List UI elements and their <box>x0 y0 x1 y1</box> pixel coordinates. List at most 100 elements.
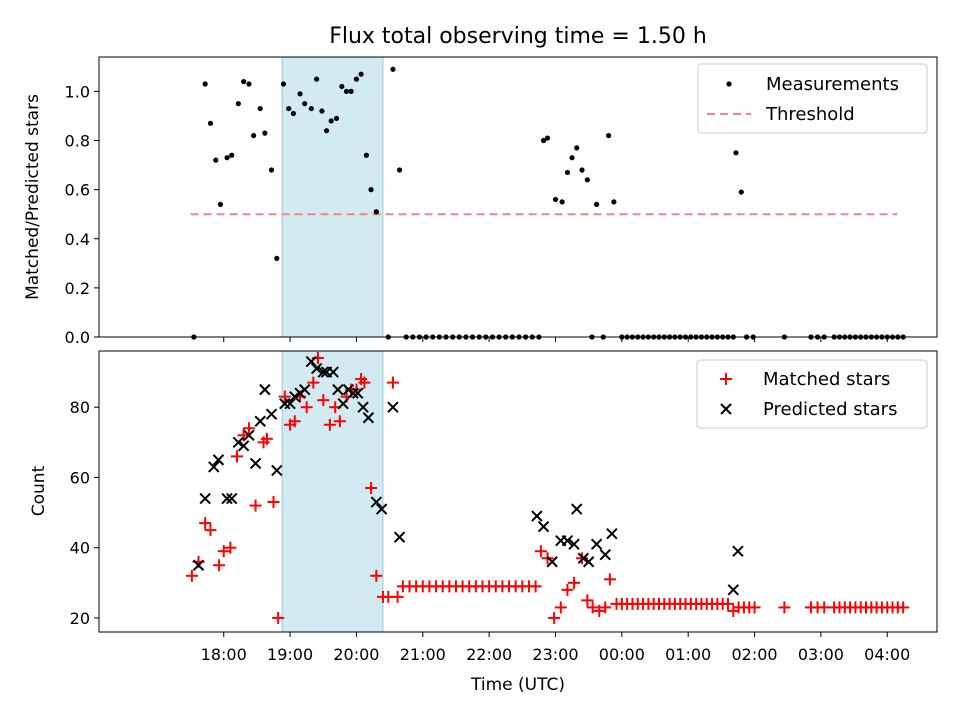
measurement-point <box>594 201 600 207</box>
top-y-axis-label: Matched/Predicted stars <box>23 94 43 300</box>
matched-star-point <box>224 541 237 554</box>
measurement-point <box>217 201 224 207</box>
measurement-point <box>584 177 590 183</box>
matched-star-point <box>581 594 594 607</box>
predicted-star-point <box>259 383 271 396</box>
x-tick-label: 02:00 <box>731 645 777 664</box>
measurement-point <box>733 150 739 156</box>
predicted-star-point <box>590 538 603 550</box>
matched-star-point <box>260 432 273 445</box>
measurement-point <box>302 101 308 107</box>
legend-matched-marker <box>720 373 732 385</box>
measurement-point <box>328 118 334 124</box>
legend-predicted-label: Predicted stars <box>763 399 897 420</box>
matched-star-point <box>288 415 301 428</box>
matched-star-point <box>307 376 320 389</box>
measurement-point <box>373 209 379 215</box>
measurement-point <box>257 105 263 112</box>
matched-star-point <box>300 401 313 414</box>
top-legend-box <box>697 63 928 134</box>
measurement-point <box>540 137 547 144</box>
measurement-point <box>323 128 330 134</box>
predicted-star-point <box>327 366 339 378</box>
top-y-tick-label: 0.6 <box>65 181 90 200</box>
predicted-star-point <box>606 527 618 540</box>
bottom-y-axis-label: Count <box>29 465 49 516</box>
x-tick-label: 04:00 <box>864 645 910 664</box>
legend-predicted-marker <box>720 403 732 415</box>
measurement-point <box>224 155 230 161</box>
predicted-star-point <box>375 503 388 515</box>
predicted-star-point <box>249 457 262 470</box>
predicted-star-point <box>546 556 558 568</box>
matched-star-point <box>568 576 581 589</box>
measurement-point <box>308 105 314 112</box>
matched-star-point <box>217 545 230 558</box>
matched-star-point <box>561 583 574 596</box>
bottom-y-tick-label: 40 <box>70 539 90 558</box>
predicted-star-point <box>393 531 406 543</box>
matched-star-point <box>386 376 399 389</box>
bottom-legend: Matched stars Predicted stars <box>696 359 928 429</box>
predicted-star-point <box>192 559 205 571</box>
matched-star-point <box>599 601 612 614</box>
matched-star-point <box>721 597 734 610</box>
matched-star-point <box>554 601 567 614</box>
top-legend: Measurements Threshold <box>697 63 928 134</box>
x-tick-label: 19:00 <box>267 645 313 664</box>
x-tick-label: 20:00 <box>333 645 379 664</box>
predicted-star-point <box>305 355 318 368</box>
predicted-star-point <box>582 556 595 568</box>
measurement-point <box>348 88 354 94</box>
measurement-point <box>262 130 268 136</box>
predicted-star-point <box>232 436 245 449</box>
bottom-legend-box <box>696 359 928 429</box>
predicted-star-point <box>568 538 580 550</box>
matched-star-point <box>333 415 346 428</box>
measurement-point <box>368 187 374 193</box>
legend-matched-label: Matched stars <box>763 369 890 390</box>
measurement-point <box>738 189 744 195</box>
matched-star-point <box>231 450 244 463</box>
measurement-point <box>559 199 565 205</box>
predicted-star-point <box>254 415 266 427</box>
predicted-star-point <box>212 454 225 466</box>
matched-star-point <box>185 569 198 582</box>
predicted-star-point <box>265 408 278 420</box>
measurement-point <box>605 132 612 139</box>
top-y-tick-label: 0.8 <box>65 132 90 151</box>
predicted-star-point <box>298 383 311 396</box>
predicted-star-point <box>577 552 590 564</box>
matched-star-point <box>358 376 371 389</box>
measurement-point <box>333 115 340 122</box>
matched-star-point <box>778 601 791 614</box>
top-y-tick-label: 0.4 <box>65 230 90 249</box>
predicted-star-point <box>271 464 283 477</box>
bottom-y-tick-label: 20 <box>70 609 90 628</box>
matched-star-point <box>199 517 212 530</box>
matched-star-point <box>391 590 404 603</box>
measurement-point <box>229 152 235 158</box>
measurement-point <box>564 169 571 176</box>
predicted-star-point <box>352 387 364 399</box>
predicted-star-point <box>362 412 375 424</box>
measurement-point <box>544 135 551 141</box>
measurement-point <box>274 255 280 262</box>
measurement-point <box>579 167 585 173</box>
measurement-point <box>314 76 320 82</box>
measurement-point <box>268 167 275 173</box>
matched-star-point <box>213 559 226 572</box>
measurement-point <box>390 66 396 72</box>
measurement-point <box>363 152 369 158</box>
predicted-star-point <box>357 401 369 413</box>
legend-threshold-label: Threshold <box>765 104 855 125</box>
top-observing-window-span <box>281 56 384 338</box>
matched-star-point <box>586 601 599 614</box>
measurement-point <box>611 199 617 205</box>
predicted-star-point <box>599 549 611 561</box>
legend-measurements-label: Measurements <box>766 74 899 95</box>
predicted-star-point <box>332 383 344 396</box>
top-y-tick-label: 1.0 <box>65 82 90 101</box>
matched-star-point <box>897 601 910 614</box>
